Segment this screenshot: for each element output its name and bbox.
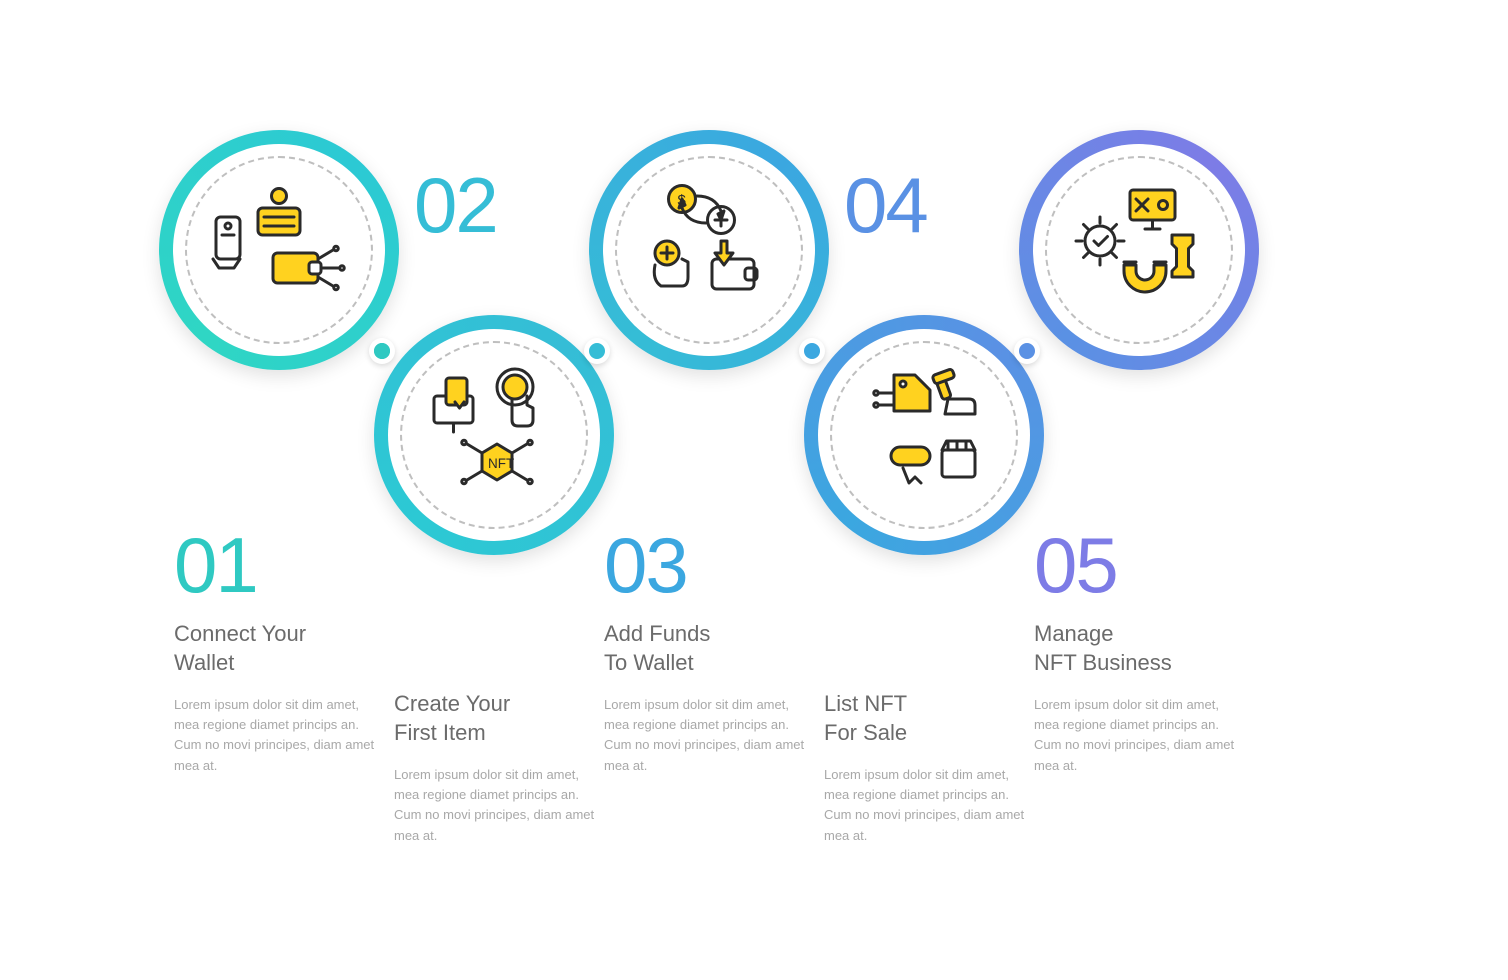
step-2-desc: Lorem ipsum dolor sit dim amet, mea regi… (394, 765, 604, 846)
step-5-number: 05 (1034, 520, 1117, 611)
step-3-title: Add Funds To Wallet (604, 620, 814, 677)
connector-dot-3 (799, 338, 825, 364)
step-4-circle (804, 315, 1044, 555)
step-5-circle (1019, 130, 1259, 370)
step-4-text: List NFT For Sale Lorem ipsum dolor sit … (824, 690, 1034, 846)
step-4-number: 04 (844, 160, 927, 251)
step-4-title: List NFT For Sale (824, 690, 1034, 747)
step-1-text: Connect Your Wallet Lorem ipsum dolor si… (174, 620, 384, 776)
step-2-text: Create Your First Item Lorem ipsum dolor… (394, 690, 604, 846)
step-1-circle (159, 130, 399, 370)
step-5-text: Manage NFT Business Lorem ipsum dolor si… (1034, 620, 1244, 776)
step-2-number: 02 (414, 160, 497, 251)
step-1-title: Connect Your Wallet (174, 620, 384, 677)
step-2-title: Create Your First Item (394, 690, 604, 747)
step-2-circle: NFT (374, 315, 614, 555)
step-5-desc: Lorem ipsum dolor sit dim amet, mea regi… (1034, 695, 1244, 776)
step-4-desc: Lorem ipsum dolor sit dim amet, mea regi… (824, 765, 1034, 846)
connector-dot-4 (1014, 338, 1040, 364)
step-3-number: 03 (604, 520, 687, 611)
step-3-desc: Lorem ipsum dolor sit dim amet, mea regi… (604, 695, 814, 776)
step-3-circle: $ (589, 130, 829, 370)
step-3-text: Add Funds To Wallet Lorem ipsum dolor si… (604, 620, 814, 776)
step-1-desc: Lorem ipsum dolor sit dim amet, mea regi… (174, 695, 384, 776)
connector-dot-1: .connector-dot:nth-of-type(6)::after{bac… (369, 338, 395, 364)
step-1-number: 01 (174, 520, 257, 611)
infographic-container: NFT $ (114, 90, 1394, 890)
connector-dot-2 (584, 338, 610, 364)
step-5-title: Manage NFT Business (1034, 620, 1244, 677)
